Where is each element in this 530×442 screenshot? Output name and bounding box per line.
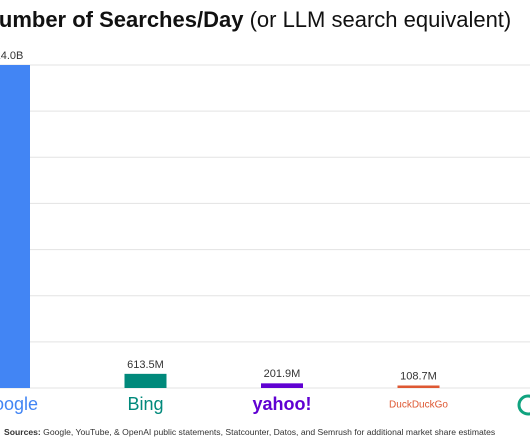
bar <box>124 373 167 388</box>
chart-title: Number of Searches/Day (or LLM search eq… <box>0 7 511 32</box>
bar <box>261 383 303 388</box>
chatgpt-icon <box>517 394 530 416</box>
value-label: 613.5M <box>127 359 164 371</box>
bar <box>0 65 30 388</box>
source-note: Sources: Google, YouTube, & OpenAI publi… <box>4 427 495 437</box>
category-label: DuckDuckGo <box>389 400 448 411</box>
subtitle: (or LLM search equivalent) <box>250 7 512 32</box>
value-label: 108.7M <box>400 370 437 382</box>
title: Number of Searches/Day <box>0 7 244 32</box>
value-label: 201.9M <box>264 368 301 380</box>
source-label: Sources: <box>4 427 41 437</box>
category-label: Bing <box>127 394 163 414</box>
category-label: yahoo! <box>252 394 311 414</box>
category-label: Google <box>0 394 38 414</box>
value-label: 14.0B <box>0 50 23 62</box>
bar <box>397 385 440 388</box>
source-text: Google, YouTube, & OpenAI public stateme… <box>43 427 495 437</box>
